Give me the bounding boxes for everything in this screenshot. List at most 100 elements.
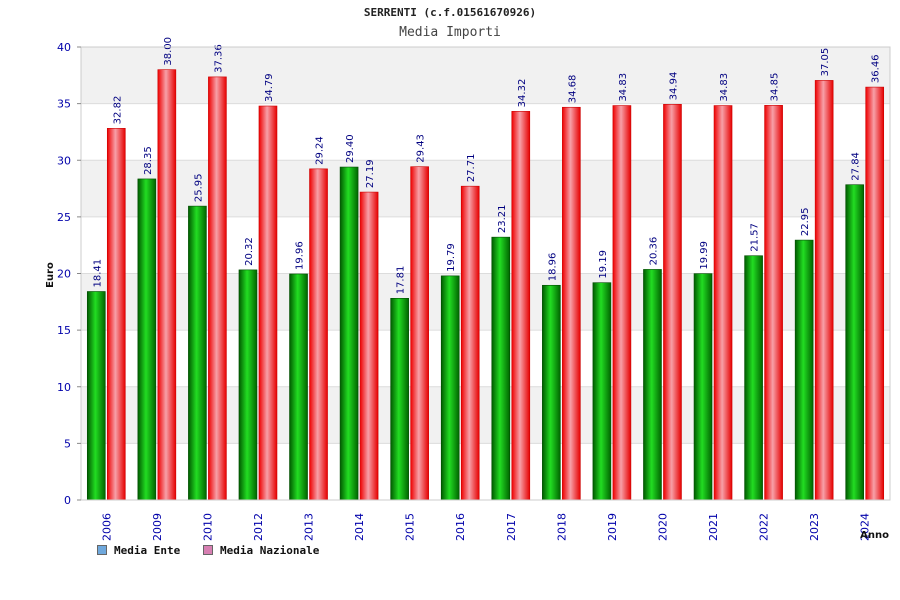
data-label-media-nazionale-2024: 36.46 (871, 54, 882, 83)
data-label-media-nazionale-2012: 34.79 (264, 73, 275, 102)
x-tick-label-2018: 2018 (555, 513, 568, 541)
data-label-media-nazionale-2010: 37.36 (213, 44, 224, 73)
x-tick-label-2010: 2010 (201, 513, 214, 541)
x-tick-label-2016: 2016 (454, 513, 467, 541)
x-tick-label-2022: 2022 (758, 513, 771, 541)
data-label-media-nazionale-2006: 32.82 (112, 96, 123, 125)
bar-media-nazionale-2014 (359, 191, 379, 501)
x-tick-label-2006: 2006 (100, 513, 113, 541)
data-label-media-ente-2019: 19.19 (598, 250, 609, 279)
data-label-media-nazionale-2016: 27.71 (466, 154, 477, 183)
bar-media-ente-2009 (137, 178, 157, 501)
legend-swatch-media-nazionale (203, 545, 213, 555)
bar-media-nazionale-2024 (865, 86, 885, 501)
y-tick-label: 10 (57, 381, 71, 394)
data-label-media-nazionale-2020: 34.94 (668, 72, 679, 101)
y-axis-label: Euro (45, 262, 56, 288)
bar-media-nazionale-2012 (258, 105, 278, 501)
data-label-media-ente-2009: 28.35 (143, 146, 154, 175)
y-tick-label: 40 (57, 41, 71, 54)
y-tick-label: 35 (57, 98, 71, 111)
y-tick-label: 0 (64, 494, 71, 507)
data-label-media-nazionale-2009: 38.00 (163, 37, 174, 66)
data-label-media-ente-2024: 27.84 (851, 152, 862, 181)
bar-media-ente-2019 (592, 282, 612, 501)
bar-media-nazionale-2019 (612, 105, 632, 501)
bar-media-nazionale-2022 (764, 105, 783, 501)
data-label-media-nazionale-2023: 37.05 (820, 48, 831, 77)
bar-media-ente-2018 (542, 284, 561, 501)
bars (86, 69, 885, 501)
bar-media-ente-2021 (693, 273, 713, 501)
bar-media-ente-2017 (491, 236, 511, 501)
data-label-media-ente-2006: 18.41 (92, 259, 103, 288)
data-label-media-nazionale-2013: 29.24 (315, 136, 326, 165)
bar-media-ente-2015 (390, 298, 409, 501)
data-label-media-ente-2010: 25.95 (193, 173, 204, 202)
bar-media-ente-2013 (289, 273, 308, 501)
x-tick-label-2019: 2019 (606, 513, 619, 541)
data-label-media-ente-2014: 29.40 (345, 134, 356, 163)
bar-media-nazionale-2021 (713, 105, 733, 501)
x-tick-label-2012: 2012 (252, 513, 265, 541)
data-label-media-nazionale-2015: 29.43 (416, 134, 427, 163)
data-label-media-ente-2017: 23.21 (497, 205, 508, 234)
x-axis-label: Anno (860, 530, 889, 541)
data-label-media-ente-2022: 21.57 (750, 223, 761, 252)
x-tick-label-2023: 2023 (808, 513, 821, 541)
chart-subtitle: Media Importi (399, 25, 501, 40)
bar-media-nazionale-2016 (460, 185, 480, 501)
data-label-media-ente-2023: 22.95 (800, 207, 811, 236)
data-label-media-ente-2013: 19.96 (295, 241, 306, 270)
x-tick-label-2021: 2021 (707, 513, 720, 541)
bar-media-nazionale-2006 (106, 128, 126, 501)
data-label-media-nazionale-2019: 34.83 (618, 73, 629, 102)
data-label-media-ente-2015: 17.81 (396, 266, 407, 295)
x-tick-label-2017: 2017 (505, 513, 518, 541)
bar-media-nazionale-2020 (663, 104, 682, 501)
x-tick-label-2009: 2009 (151, 513, 164, 541)
y-tick-label: 5 (64, 437, 71, 450)
bar-media-ente-2006 (86, 291, 106, 501)
bar-media-nazionale-2009 (157, 69, 177, 501)
bar-media-nazionale-2018 (562, 106, 581, 501)
data-label-media-ente-2016: 19.79 (446, 243, 457, 272)
axes: 0 5 10 15 20 25 30 35 40 2006 2009 2010 2012 2013 2014… (57, 41, 891, 541)
data-label-media-ente-2020: 20.36 (648, 237, 659, 266)
x-tick-label-2024: 2024 (859, 513, 872, 541)
data-label-media-ente-2012: 20.32 (244, 237, 255, 266)
bar-media-ente-2022 (744, 255, 763, 501)
legend-item-media-nazionale: Media Nazionale (203, 543, 319, 557)
y-tick-label: 30 (57, 154, 71, 167)
data-label-media-nazionale-2017: 34.32 (517, 79, 528, 108)
bar-media-ente-2023 (794, 239, 814, 501)
x-tick-label-2014: 2014 (353, 513, 366, 541)
x-tick-label-2015: 2015 (404, 513, 417, 541)
bar-media-ente-2014 (339, 166, 359, 501)
data-label-media-nazionale-2022: 34.85 (770, 73, 781, 102)
bar-media-ente-2010 (188, 205, 207, 501)
bar-media-nazionale-2017 (511, 111, 531, 501)
data-label-media-ente-2021: 19.99 (699, 241, 710, 270)
legend-label-media-ente: Media Ente (114, 543, 181, 557)
bar-media-nazionale-2023 (814, 80, 834, 501)
data-label-media-ente-2018: 18.96 (547, 253, 558, 282)
legend-swatch-media-ente (97, 545, 107, 555)
bar-media-ente-2020 (643, 269, 662, 501)
y-tick-label: 25 (57, 211, 71, 224)
data-labels: 18.41 32.82 28.35 38.00 25.95 37.36 20.32 34.79… (92, 37, 881, 294)
data-label-media-nazionale-2014: 27.19 (365, 159, 376, 188)
legend-item-media-ente: Media Ente (97, 543, 180, 557)
chart-title: SERRENTI (c.f.01561670926) (363, 6, 537, 19)
bar-media-nazionale-2013 (309, 168, 328, 501)
data-label-media-nazionale-2018: 34.68 (567, 75, 578, 104)
bar-media-nazionale-2015 (410, 166, 429, 501)
legend-label-media-nazionale: Media Nazionale (220, 543, 320, 557)
x-tick-label-2020: 2020 (656, 513, 669, 541)
bar-media-ente-2016 (440, 275, 460, 501)
x-tick-label-2013: 2013 (303, 513, 316, 541)
bar-media-nazionale-2010 (208, 76, 227, 501)
bar-media-ente-2024 (845, 184, 865, 501)
y-tick-label: 15 (57, 324, 71, 337)
